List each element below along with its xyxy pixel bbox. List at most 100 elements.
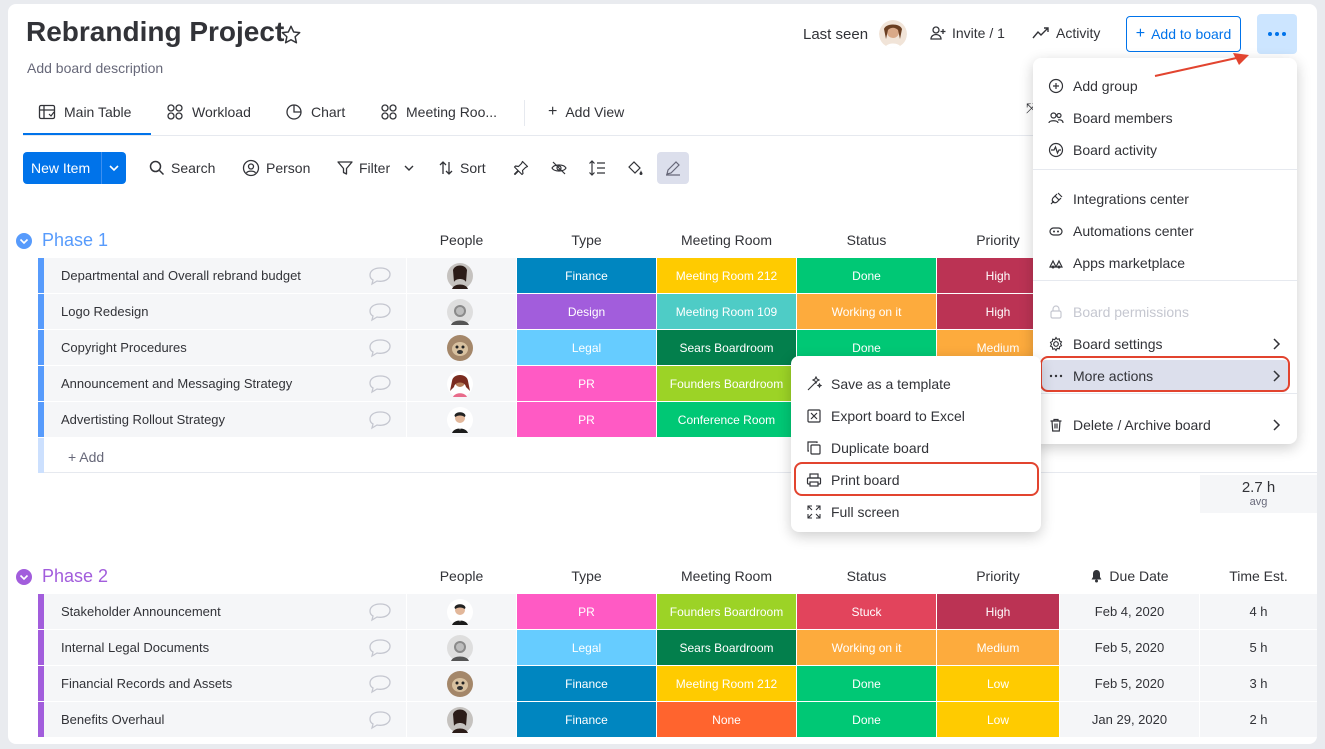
add-item-label[interactable]: + Add [68,449,105,465]
menu-item-export-board-to-excel[interactable]: Export board to Excel [791,400,1041,432]
meeting-room-cell[interactable]: Sears Boardroom [657,330,796,365]
priority-cell[interactable]: Low [937,666,1059,701]
time-est-cell[interactable]: 4 h [1200,594,1317,629]
status-cell[interactable]: Done [797,702,936,737]
group-header-phase-1[interactable]: Phase 1 [16,230,108,251]
time-est-cell[interactable]: 2 h [1200,702,1317,737]
add-to-board-button[interactable]: + Add to board [1126,16,1241,52]
board-description[interactable]: Add board description [27,60,164,76]
meeting-room-cell[interactable]: Meeting Room 212 [657,258,796,293]
meeting-room-cell[interactable]: Founders Boardroom [657,594,796,629]
tab-chart[interactable]: Chart [285,90,345,134]
due-date-cell[interactable]: Feb 4, 2020 [1060,594,1199,629]
tab-main-table[interactable]: Main Table [38,90,131,134]
collapse-icon[interactable] [16,232,32,249]
chat-bubble-icon[interactable] [368,638,392,658]
column-header-time-est[interactable]: Time Est. [1229,568,1288,584]
filter-button[interactable]: Filter [337,152,416,184]
item-name[interactable]: Stakeholder Announcement [44,594,406,629]
group-title[interactable]: Phase 2 [42,566,109,586]
item-name[interactable]: Copyright Procedures [44,330,406,365]
status-cell[interactable]: Done [797,666,936,701]
chat-bubble-icon[interactable] [368,374,392,394]
pin-button[interactable] [513,152,531,184]
chat-bubble-icon[interactable] [368,674,392,694]
people-cell[interactable] [407,630,516,665]
people-cell[interactable] [407,294,516,329]
table-row[interactable]: Stakeholder Announcement PR Founders Board… [38,594,1317,629]
chat-bubble-icon[interactable] [368,266,392,286]
item-name[interactable]: Logo Redesign [44,294,406,329]
meeting-room-cell[interactable]: None [657,702,796,737]
menu-item-delete-archive-board[interactable]: Delete / Archive board [1033,409,1297,441]
search-button[interactable]: Search [149,152,215,184]
item-name[interactable]: Departmental and Overall rebrand budget [44,258,406,293]
invite-button[interactable]: Invite / 1 [930,25,1005,41]
priority-cell[interactable]: High [937,594,1059,629]
type-cell[interactable]: PR [517,402,656,437]
people-cell[interactable] [407,702,516,737]
type-cell[interactable]: Legal [517,330,656,365]
meeting-room-cell[interactable]: Meeting Room 212 [657,666,796,701]
column-header-type[interactable]: Type [571,568,602,584]
status-cell[interactable]: Working on it [797,294,936,329]
meeting-room-cell[interactable]: Sears Boardroom [657,630,796,665]
hide-button[interactable] [551,152,569,184]
chat-bubble-icon[interactable] [368,410,392,430]
status-cell[interactable]: Done [797,258,936,293]
type-cell[interactable]: Finance [517,258,656,293]
status-cell[interactable]: Working on it [797,630,936,665]
menu-item-board-settings[interactable]: Board settings [1033,328,1297,360]
edit-button[interactable] [657,152,689,184]
status-cell[interactable]: Stuck [797,594,936,629]
menu-item-board-activity[interactable]: Board activity [1033,134,1297,166]
column-header-status[interactable]: Status [846,568,887,584]
people-cell[interactable] [407,594,516,629]
item-name[interactable]: Internal Legal Documents [44,630,406,665]
chat-bubble-icon[interactable] [368,602,392,622]
tab-workload[interactable]: Workload [166,90,251,134]
menu-item-apps-marketplace[interactable]: Apps marketplace [1033,247,1297,279]
people-cell[interactable] [407,666,516,701]
priority-cell[interactable]: Medium [937,630,1059,665]
chevron-down-icon[interactable] [107,160,121,176]
table-row[interactable]: Financial Records and Assets Finance Meeti… [38,666,1317,701]
column-header-people[interactable]: People [439,232,484,248]
add-item-row[interactable]: + Add [38,438,1317,473]
person-filter-button[interactable]: Person [242,152,310,184]
table-row[interactable]: Internal Legal Documents Legal Sears Board… [38,630,1317,665]
type-cell[interactable]: Legal [517,630,656,665]
column-header-status[interactable]: Status [846,232,887,248]
priority-cell[interactable]: Low [937,702,1059,737]
item-name[interactable]: Financial Records and Assets [44,666,406,701]
menu-item-board-permissions[interactable]: Board permissions [1033,296,1297,328]
chat-bubble-icon[interactable] [368,710,392,730]
due-date-cell[interactable]: Jan 29, 2020 [1060,702,1199,737]
group-title[interactable]: Phase 1 [42,230,109,250]
menu-item-duplicate-board[interactable]: Duplicate board [791,432,1041,464]
column-header-priority[interactable]: Priority [976,568,1020,584]
menu-item-more-actions[interactable]: More actions [1042,360,1288,392]
menu-item-save-as-a-template[interactable]: Save as a template [791,368,1041,400]
collapse-icon[interactable] [16,568,32,585]
time-est-cell[interactable]: 5 h [1200,630,1317,665]
type-cell[interactable]: PR [517,366,656,401]
meeting-room-cell[interactable]: Meeting Room 109 [657,294,796,329]
column-header-meeting-room[interactable]: Meeting Room [680,568,773,584]
chat-bubble-icon[interactable] [368,302,392,322]
due-date-cell[interactable]: Feb 5, 2020 [1060,666,1199,701]
item-name[interactable]: Advertisting Rollout Strategy [44,402,406,437]
meeting-room-cell[interactable]: Founders Boardroom [657,366,796,401]
new-item-button[interactable]: New Item [23,152,126,184]
column-header-meeting-room[interactable]: Meeting Room [680,232,773,248]
people-cell[interactable] [407,258,516,293]
avatar[interactable] [879,20,907,48]
item-name[interactable]: Announcement and Messaging Strategy [44,366,406,401]
people-cell[interactable] [407,402,516,437]
column-header-people[interactable]: People [439,568,484,584]
column-header-due-date[interactable]: Due Date [1060,568,1199,584]
column-header-type[interactable]: Type [571,232,602,248]
color-button[interactable] [626,152,644,184]
menu-item-automations-center[interactable]: Automations center [1033,215,1297,247]
sort-button[interactable]: Sort [438,152,486,184]
